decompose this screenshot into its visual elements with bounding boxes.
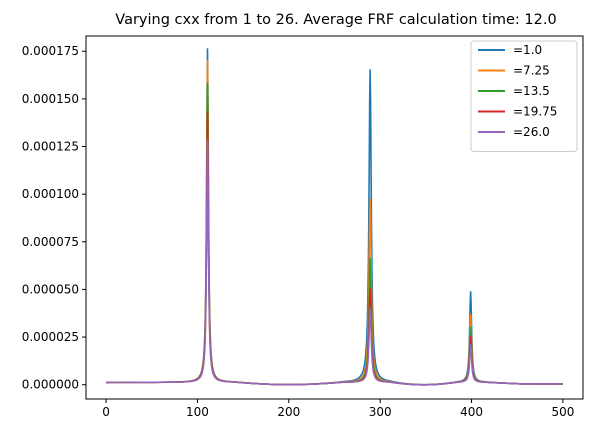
y-tick-label: 0.000175 xyxy=(22,44,79,58)
y-tick-label: 0.000125 xyxy=(22,140,79,154)
x-tick-label: 500 xyxy=(551,405,574,419)
legend-label: =19.75 xyxy=(513,105,557,119)
x-tick-label: 100 xyxy=(186,405,209,419)
y-tick-label: 0.000100 xyxy=(22,187,79,201)
x-tick-label: 400 xyxy=(460,405,483,419)
legend-label: =7.25 xyxy=(513,64,550,78)
x-tick-label: 200 xyxy=(277,405,300,419)
x-tick-label: 0 xyxy=(102,405,110,419)
x-axis: 0 100 200 300 400 500 xyxy=(102,399,574,419)
y-tick-label: 0.000000 xyxy=(22,378,79,392)
legend: =1.0 =7.25 =13.5 =19.75 =26.0 xyxy=(471,41,577,152)
y-tick-label: 0.000075 xyxy=(22,235,79,249)
y-tick-label: 0.000050 xyxy=(22,282,79,296)
series-line-4 xyxy=(106,112,563,385)
y-axis: 0.000000 0.000025 0.000050 0.000075 0.000100… xyxy=(22,44,86,391)
legend-label: =1.0 xyxy=(513,43,542,57)
legend-label: =13.5 xyxy=(513,84,550,98)
series-line-5 xyxy=(106,140,563,384)
legend-label: =26.0 xyxy=(513,125,550,139)
y-tick-label: 0.000025 xyxy=(22,330,79,344)
chart-title: Varying cxx from 1 to 26. Average FRF ca… xyxy=(115,12,556,28)
x-tick-label: 300 xyxy=(369,405,392,419)
y-tick-label: 0.000150 xyxy=(22,92,79,106)
